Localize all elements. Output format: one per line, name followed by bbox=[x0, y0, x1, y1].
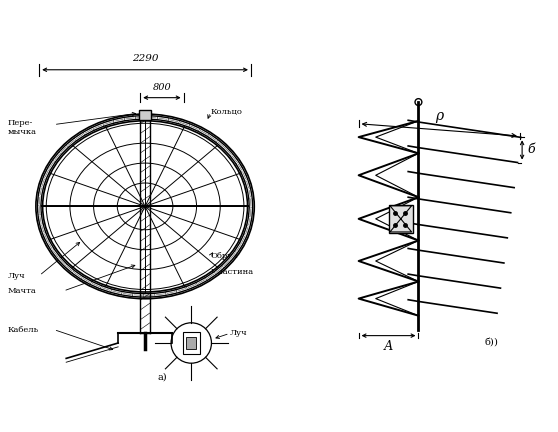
Text: 800: 800 bbox=[152, 83, 171, 92]
Text: Кольцо: Кольцо bbox=[210, 108, 242, 116]
Text: Мачта: Мачта bbox=[7, 287, 36, 295]
Text: ): ) bbox=[494, 338, 498, 347]
Text: Кабель: Кабель bbox=[7, 326, 39, 334]
Text: А: А bbox=[384, 340, 393, 353]
FancyBboxPatch shape bbox=[139, 110, 151, 120]
Text: Луч: Луч bbox=[230, 329, 247, 337]
Text: б: б bbox=[528, 143, 536, 156]
Text: 2290: 2290 bbox=[132, 54, 158, 63]
Text: ρ: ρ bbox=[435, 109, 443, 123]
Text: Пере-
мычка: Пере- мычка bbox=[7, 119, 36, 136]
Text: а): а) bbox=[157, 372, 167, 381]
FancyBboxPatch shape bbox=[389, 205, 413, 233]
Text: Пластина: Пластина bbox=[210, 268, 254, 276]
Text: Обруч: Обруч bbox=[210, 252, 238, 260]
Text: б): б) bbox=[485, 338, 494, 347]
FancyBboxPatch shape bbox=[182, 332, 200, 353]
Text: Луч: Луч bbox=[7, 272, 25, 280]
FancyBboxPatch shape bbox=[186, 337, 196, 349]
